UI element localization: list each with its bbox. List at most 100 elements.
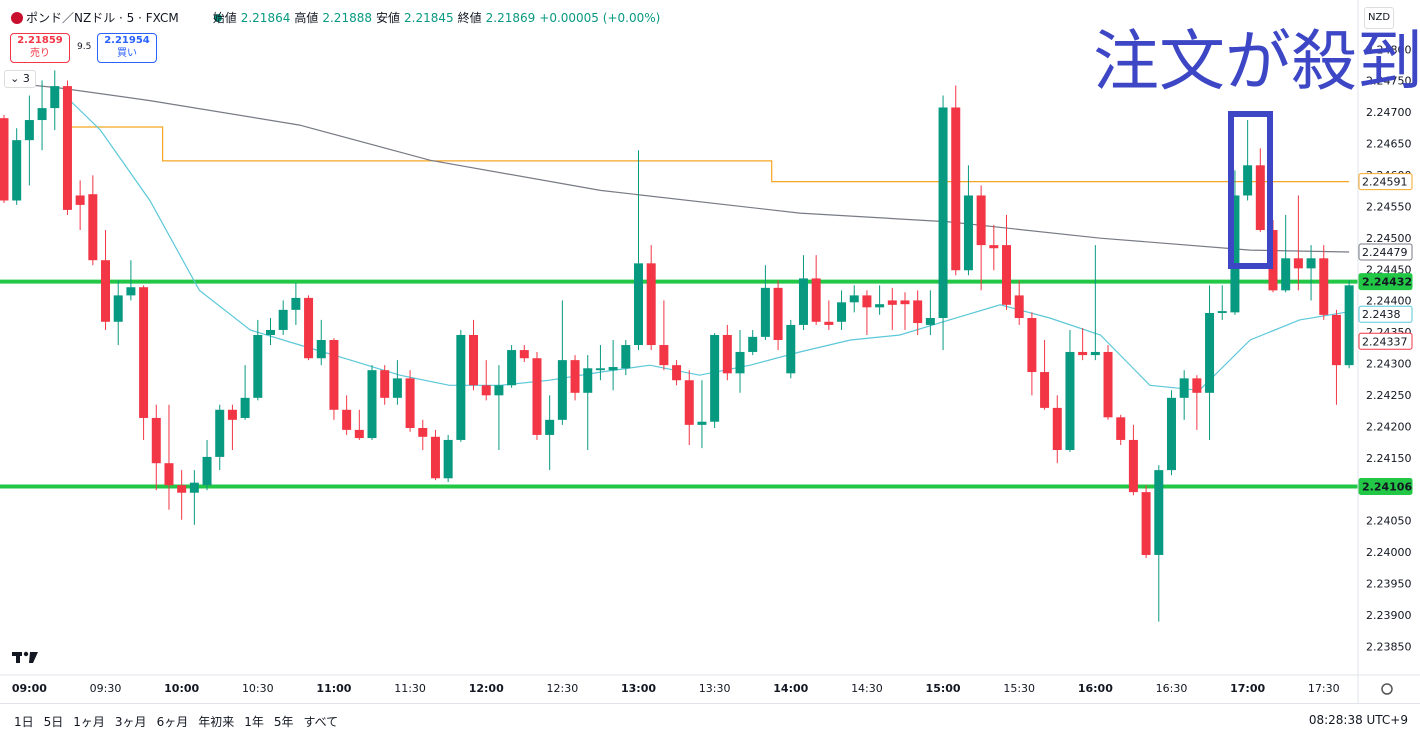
candle-body [963,195,973,271]
candle-body [1319,258,1329,315]
candle-body [494,385,504,396]
candle-body [811,278,821,322]
candle-body [951,107,961,271]
x-tick-label: 16:30 [1156,682,1188,695]
range-button[interactable]: すべて [303,715,339,729]
candle-body [469,334,479,386]
plot-area [0,70,1358,622]
candle-body [126,287,136,296]
candle-body [405,378,415,429]
candle-body [189,482,199,493]
candle-body [265,329,275,335]
y-tick-label: 2.24000 [1366,546,1412,559]
sell-button[interactable]: 2.21859 売り [10,33,70,63]
candle-body [240,397,250,418]
candle-body [798,278,808,325]
currency-button[interactable]: NZD [1364,7,1394,29]
x-tick-label: 09:00 [12,682,47,695]
open-label: 始値 [212,11,237,25]
candle-body [1306,258,1316,269]
status-dot [214,14,222,22]
candle-body [101,260,111,322]
candle-body [900,300,910,305]
sell-price: 2.21859 [17,35,63,46]
candle-body [913,300,923,324]
buy-label: 買い [117,48,137,59]
candle-body [1230,195,1240,313]
y-tick-label: 2.24250 [1366,389,1412,402]
legend: ポンド／NZドル · 5 · FXCM 始値 2.21864 高値 2.21888 … [26,9,660,26]
candle-body [62,86,72,210]
y-tick-label: 2.23850 [1366,640,1412,653]
candle-body [976,195,986,246]
candle-body [430,436,440,479]
y-tick-label: 2.24050 [1366,515,1412,528]
price-tag-label: 2.24479 [1362,246,1408,259]
candle-body [545,419,555,435]
x-tick-label: 13:00 [621,682,656,695]
y-tick-label: 2.24700 [1366,106,1412,119]
range-button[interactable]: 5日 [43,715,64,729]
range-button[interactable]: 1日 [14,715,34,729]
candle-body [342,409,352,430]
x-tick-label: 15:00 [926,682,961,695]
candle-body [1331,314,1341,366]
candle-body [1040,372,1050,408]
y-tick-label: 2.24650 [1366,138,1412,151]
clock: 08:28:38 UTC+9 [1308,713,1408,727]
annotation: 注文が殺到 [1093,23,1420,100]
candle-body [1014,295,1024,319]
candle-body [278,309,288,330]
change: +0.00005 (+0.00%) [539,10,661,25]
candle-body [837,302,847,322]
candle-body [316,340,326,359]
candle-body [887,300,897,305]
y-tick-label: 2.23900 [1366,609,1412,622]
candle-body [1166,397,1176,471]
candle-body [202,456,212,486]
x-tick-label: 09:30 [90,682,122,695]
range-button[interactable]: 3ヶ月 [114,715,147,729]
range-button[interactable]: 1年 [244,715,264,729]
candle-body [697,421,707,425]
range-button[interactable]: 年初来 [198,715,235,729]
indicators-toggle[interactable]: ⌄ 3 [4,70,36,88]
candle-body [1052,407,1062,450]
x-tick-label: 10:30 [242,682,274,695]
y-tick-label: 2.24800 [1366,43,1412,56]
candle-body [0,118,9,201]
price-tag-label: 2.2438 [1362,308,1401,321]
candle-body [748,336,758,352]
candle-body [710,334,720,422]
price-tag [1358,273,1413,291]
candle-body [304,297,314,359]
candle-body [646,263,656,346]
candle-body [786,324,796,374]
range-button[interactable]: 1ヶ月 [73,715,105,729]
candle-body [215,409,225,457]
candle-body [722,334,732,374]
settings-icon[interactable] [1381,683,1393,695]
candle-body [1281,258,1291,291]
candle-body [1090,351,1100,356]
candle-body [557,360,567,420]
x-tick-label: 10:00 [164,682,199,695]
buy-button[interactable]: 2.21954 買い [97,33,157,63]
buy-price: 2.21954 [104,35,150,46]
candle-body [227,409,237,420]
bottom-toolbar: 1日 5日 1ヶ月 3ヶ月 6ヶ月 年初来 1年 5年 すべて 08:28:38 UTC+9 [0,703,1420,737]
candle-body [1141,492,1151,555]
candle-body [1243,165,1253,196]
candle-body [139,287,149,418]
candle-body [1179,378,1189,398]
y-tick-label: 2.24400 [1366,295,1412,308]
overlay-line [3,81,1350,253]
candle-body [760,287,770,337]
range-button[interactable]: 5年 [273,715,294,729]
y-tick-label: 2.24150 [1366,452,1412,465]
candle-body [532,358,542,435]
candle-body [583,368,593,393]
tv-logo [12,651,38,663]
range-button[interactable]: 6ヶ月 [156,715,189,729]
